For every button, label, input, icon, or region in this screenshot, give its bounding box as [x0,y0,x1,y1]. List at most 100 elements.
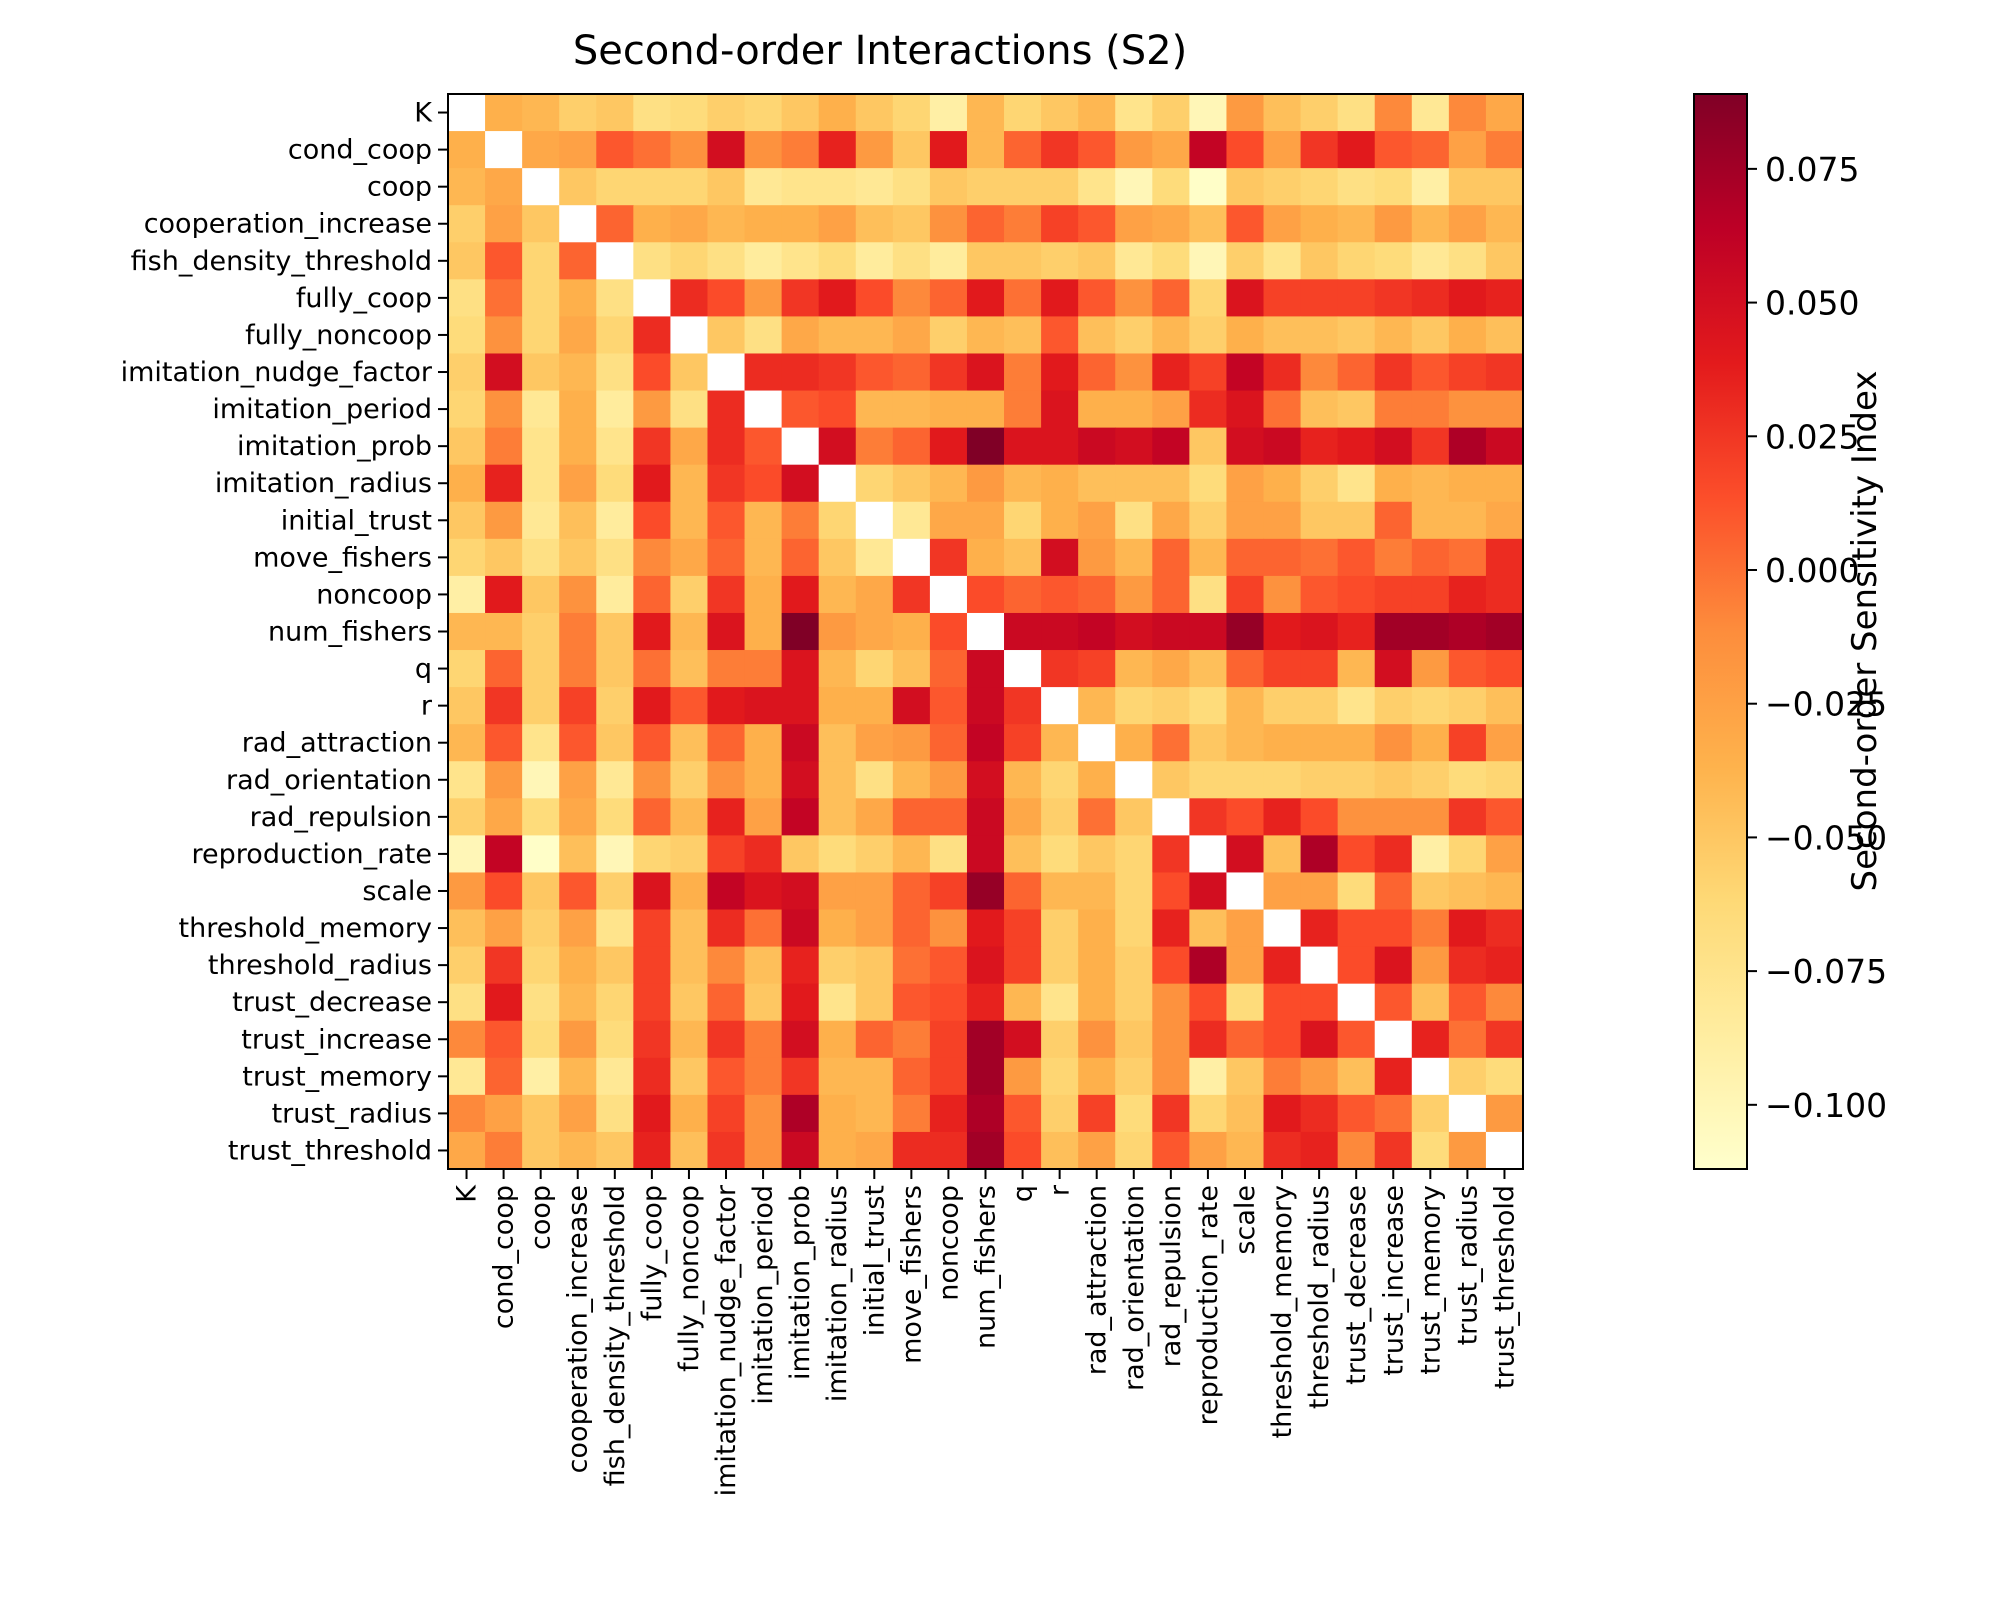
heatmap-cell [670,501,709,540]
heatmap-cell [670,1131,709,1170]
heatmap-cell [522,1057,560,1096]
heatmap-cell [1448,205,1487,243]
heatmap-cell [1337,501,1376,540]
heatmap-cell [485,650,523,688]
heatmap-cell [1337,131,1376,169]
heatmap-cell [448,1020,486,1059]
y-tick-label: coop [367,172,432,203]
heatmap-cell [1485,1020,1524,1059]
heatmap-cell [1411,353,1450,392]
heatmap-cell [892,279,931,318]
heatmap-cell [1374,427,1413,466]
heatmap-cell [485,538,523,577]
heatmap-cell [1337,835,1376,874]
y-tick-label: noncoop [316,579,432,610]
heatmap-cell [633,464,672,503]
heatmap-cell [1374,946,1413,985]
heatmap-cell [707,242,746,280]
x-tick-label: rad_repulsion [1156,1185,1187,1367]
heatmap-cell [596,1131,634,1170]
heatmap-cell [1263,983,1302,1022]
heatmap-cell [892,1094,931,1133]
heatmap-cell [892,687,931,725]
heatmap-cell [929,131,968,169]
heatmap-cell [596,1020,634,1059]
heatmap-cell [559,279,597,318]
heatmap-cell [855,501,894,540]
heatmap-cell [522,687,560,725]
heatmap-cell [744,1131,783,1170]
heatmap-cell [744,464,783,503]
heatmap-cell [448,761,486,799]
heatmap-cell [744,612,783,651]
heatmap-cell [559,205,597,243]
heatmap-cell [448,353,486,392]
heatmap-cell [1485,1131,1524,1170]
heatmap-cell [892,242,931,280]
heatmap-cell [1485,835,1524,874]
heatmap-cell [1300,242,1339,280]
heatmap-cell [929,983,968,1022]
heatmap-cell [1115,983,1153,1022]
heatmap-cell [1263,131,1302,169]
heatmap-cell [1115,575,1153,614]
heatmap-cell [1337,279,1376,318]
colorbar-tick-label: 0.000 [1765,551,1859,590]
heatmap-cell [1337,94,1376,132]
heatmap-cell [855,650,894,688]
heatmap-cell [1115,427,1153,466]
heatmap-cell [1448,983,1487,1022]
heatmap-cell [596,761,634,799]
heatmap-cell [522,316,560,355]
heatmap-cell [744,1094,783,1133]
heatmap-cell [1448,390,1487,429]
heatmap-cell [1004,724,1042,762]
heatmap-cell [1189,501,1228,540]
heatmap-cell [485,168,523,206]
heatmap-cell [485,983,523,1022]
heatmap-cell [1115,909,1153,948]
heatmap-cell [1263,501,1302,540]
heatmap-cell [670,94,709,132]
heatmap-cell [1004,983,1042,1022]
heatmap-cell [448,501,486,540]
y-tick-label: reproduction_rate [192,839,432,870]
heatmap-cell [1189,279,1228,318]
x-tick-label: rad_orientation [1119,1185,1150,1391]
heatmap-cell [1004,1020,1042,1059]
heatmap-cell [1300,946,1339,985]
heatmap-cell [1300,353,1339,392]
heatmap-cell [1004,1094,1042,1133]
heatmap-cell [1041,279,1079,318]
heatmap-cell [1078,316,1116,355]
heatmap-cell [1374,464,1413,503]
heatmap-cell [1041,390,1079,429]
heatmap-cell [559,575,597,614]
heatmap-cell [1485,316,1524,355]
heatmap-cell [1411,650,1450,688]
heatmap-cell [559,1057,597,1096]
heatmap-cell [522,909,560,948]
heatmap-cell [1078,946,1116,985]
heatmap-cell [596,316,634,355]
heatmap-cell [633,316,672,355]
heatmap-cell [485,1020,523,1059]
heatmap-cell [1411,316,1450,355]
heatmap-cell [448,279,486,318]
heatmap-cell [522,798,560,836]
heatmap-cell [596,1094,634,1133]
heatmap-cell [707,353,746,392]
y-tick-label: cond_coop [288,135,432,166]
heatmap-cell [707,1094,746,1133]
heatmap-cell [707,835,746,874]
heatmap-cell [1226,946,1265,985]
heatmap-cell [966,353,1005,392]
heatmap-cell [707,464,746,503]
heatmap-cell [1189,316,1228,355]
heatmap-cell [966,279,1005,318]
heatmap-cell [670,909,709,948]
heatmap-cell [1374,575,1413,614]
heatmap-cell [707,872,746,911]
heatmap-cell [744,131,783,169]
heatmap-cell [559,501,597,540]
